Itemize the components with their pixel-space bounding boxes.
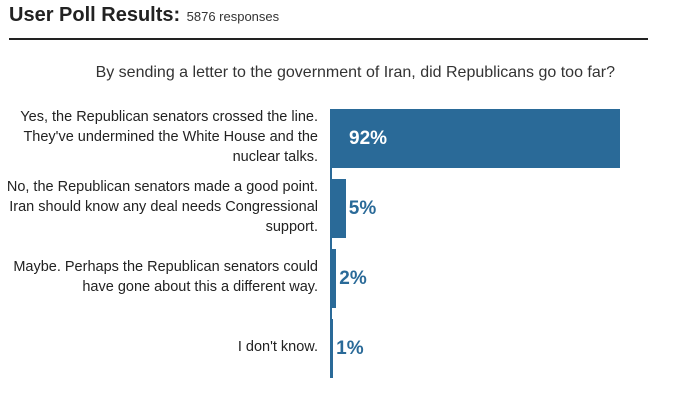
answer-label: Maybe. Perhaps the Republican senators c…: [13, 258, 318, 295]
answer-label: I don't know.: [237, 338, 318, 355]
answer-label: Yes, the Republican senators crossed the…: [20, 108, 318, 165]
poll-question: By sending a letter to the government of…: [95, 64, 615, 81]
result-bar: [330, 249, 337, 308]
percentage-label: 5%: [348, 197, 377, 219]
percentage-label: 2%: [339, 267, 367, 289]
percentage-label: 92%: [349, 127, 388, 149]
response-count: 5876 responses: [186, 9, 280, 24]
result-bar: [330, 319, 334, 378]
result-bar: [330, 109, 620, 168]
poll-header: User Poll Results: 5876 responses: [9, 4, 648, 34]
answer-label: No, the Republican senators made a good …: [6, 178, 318, 235]
bar-baseline: [330, 109, 332, 378]
poll-title: User Poll Results:: [9, 4, 181, 26]
header-divider: [9, 38, 648, 40]
percentage-label: 1%: [336, 337, 364, 359]
result-bar: [330, 179, 346, 238]
